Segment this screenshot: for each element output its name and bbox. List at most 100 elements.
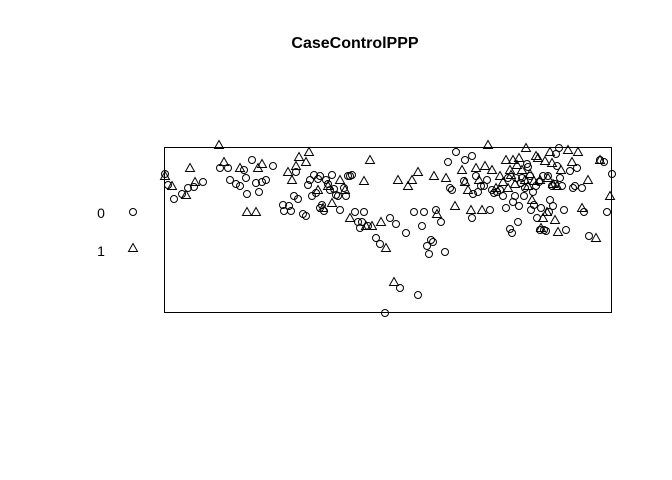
point-1-72 (537, 212, 549, 222)
point-1-76 (544, 146, 556, 156)
point-1-61 (516, 164, 528, 174)
point-0-136 (566, 167, 574, 175)
point-1-0 (159, 170, 171, 180)
point-0-108 (521, 184, 529, 192)
point-0-134 (560, 206, 568, 214)
point-0-65 (410, 208, 418, 216)
point-0-147 (381, 309, 389, 317)
point-0-117 (535, 178, 543, 186)
point-1-35 (412, 166, 424, 176)
point-0-138 (571, 182, 579, 190)
point-1-44 (470, 162, 482, 172)
point-0-135 (562, 226, 570, 234)
point-0-107 (520, 192, 528, 200)
point-0-99 (508, 229, 516, 237)
point-0-43 (328, 171, 336, 179)
point-0-23 (285, 202, 293, 210)
point-0-118 (536, 226, 544, 234)
point-0-83 (468, 214, 476, 222)
point-1-65 (524, 168, 536, 178)
point-0-79 (452, 148, 460, 156)
point-1-66 (526, 194, 538, 204)
point-1-79 (549, 214, 561, 224)
point-1-23 (339, 184, 351, 194)
point-0-74 (437, 218, 445, 226)
point-1-43 (465, 204, 477, 214)
point-0-16 (252, 179, 260, 187)
point-0-95 (499, 192, 507, 200)
point-1-82 (555, 164, 567, 174)
point-1-77 (546, 157, 558, 167)
point-1-89 (594, 154, 606, 164)
point-1-83 (562, 144, 574, 154)
legend: 0 1 (97, 205, 139, 259)
point-0-98 (506, 225, 514, 233)
point-0-10 (232, 180, 240, 188)
point-0-59 (372, 234, 380, 242)
point-1-49 (486, 164, 498, 174)
point-1-62 (519, 174, 531, 184)
chart-title: CaseControlPPP (291, 35, 418, 52)
point-0-82 (468, 152, 476, 160)
point-1-30 (380, 242, 392, 252)
point-1-16 (300, 156, 312, 166)
point-1-80 (551, 180, 563, 190)
point-0-17 (255, 188, 263, 196)
point-1-9 (250, 206, 262, 216)
point-0-139 (573, 164, 581, 172)
point-1-41 (459, 176, 471, 186)
point-1-37 (431, 208, 443, 218)
point-1-71 (535, 222, 547, 232)
point-1-32 (392, 174, 404, 184)
point-1-68 (530, 150, 542, 160)
point-1-87 (582, 174, 594, 184)
point-1-31 (388, 276, 400, 286)
point-1-28 (366, 220, 378, 230)
point-1-53 (500, 154, 512, 164)
point-1-21 (326, 197, 338, 207)
point-0-70 (425, 250, 433, 258)
point-1-4 (189, 176, 201, 186)
point-0-57 (360, 208, 368, 216)
point-1-8 (241, 206, 253, 216)
point-1-48 (482, 139, 494, 149)
point-1-85 (572, 146, 584, 156)
point-1-1 (166, 180, 178, 190)
point-0-60 (376, 240, 384, 248)
point-0-15 (248, 156, 256, 164)
point-1-19 (317, 202, 329, 212)
point-1-27 (364, 154, 376, 164)
point-0-13 (242, 174, 250, 182)
point-0-66 (414, 291, 422, 299)
point-1-38 (440, 172, 452, 182)
point-0-21 (279, 201, 287, 209)
point-1-24 (344, 212, 356, 222)
point-0-104 (515, 202, 523, 210)
point-0-101 (511, 192, 519, 200)
point-1-63 (520, 142, 532, 152)
point-1-86 (576, 202, 588, 212)
point-1-47 (479, 160, 491, 170)
point-0-63 (396, 284, 404, 292)
point-1-18 (312, 184, 324, 194)
point-0-132 (556, 174, 564, 182)
point-1-2 (180, 189, 192, 199)
point-0-69 (423, 242, 431, 250)
point-0-114 (530, 201, 538, 209)
point-0-33 (310, 171, 318, 179)
point-0-20 (269, 162, 277, 170)
point-0-127 (549, 202, 557, 210)
point-1-90 (604, 190, 616, 200)
point-0-48 (340, 184, 348, 192)
point-0-47 (336, 206, 344, 214)
point-1-52 (497, 176, 509, 186)
point-0-140 (578, 184, 586, 192)
point-1-26 (360, 220, 372, 230)
point-0-5 (190, 183, 198, 191)
point-1-5 (213, 139, 225, 149)
point-0-142 (585, 232, 593, 240)
point-1-25 (358, 175, 370, 185)
point-1-20 (322, 180, 334, 190)
point-1-70 (534, 174, 546, 184)
